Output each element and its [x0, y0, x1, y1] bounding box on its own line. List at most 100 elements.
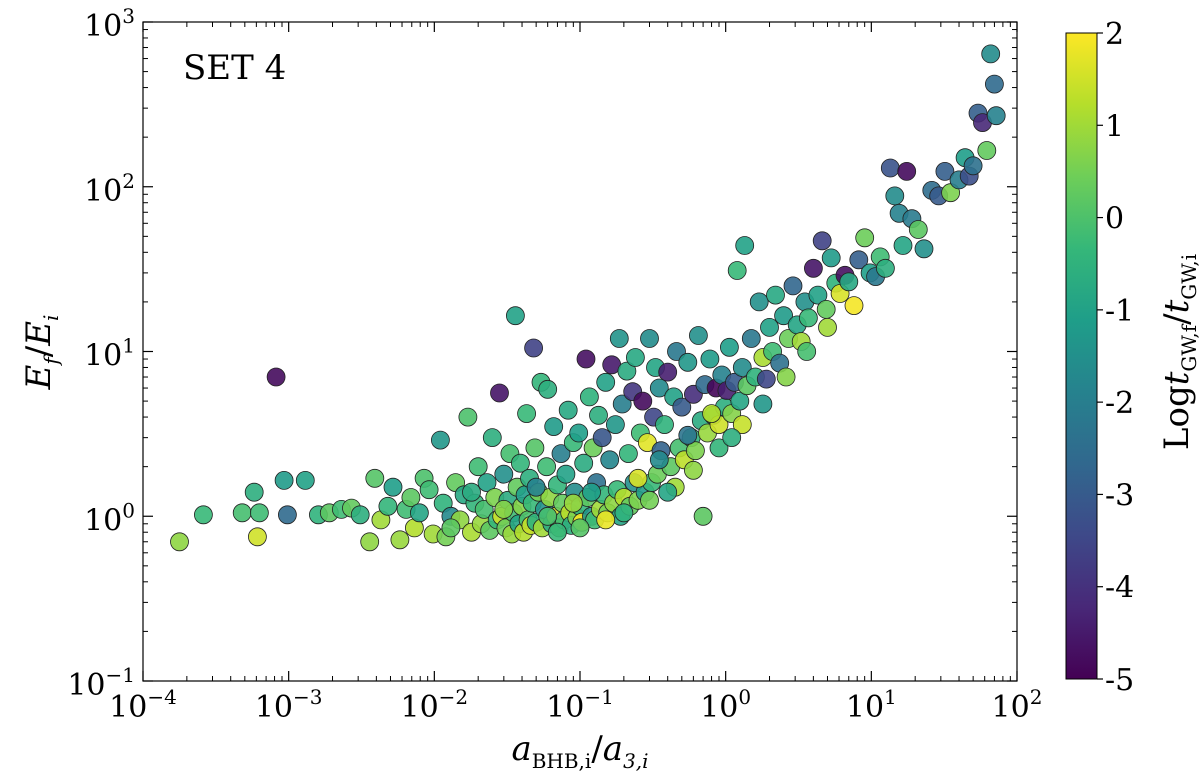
data-point [849, 250, 869, 270]
data-point [170, 532, 189, 552]
colorbar-gradient [1065, 32, 1098, 680]
x-tick-label: 10−2 [400, 685, 468, 725]
colorbar-tick-label: 0 [1105, 202, 1124, 237]
data-point [232, 503, 252, 523]
data-point [401, 488, 421, 507]
data-point [409, 503, 429, 523]
data-point [908, 220, 928, 239]
data-point [818, 317, 837, 337]
data-point [804, 258, 823, 278]
x-tick-label: 101 [846, 685, 897, 725]
data-point [462, 482, 481, 502]
data-point [538, 379, 558, 399]
data-point [986, 106, 1006, 126]
data-point [977, 141, 997, 160]
data-point [720, 337, 739, 357]
data-point [672, 397, 692, 417]
data-point [753, 394, 773, 414]
data-point [678, 352, 698, 372]
colorbar-tick-label: -3 [1105, 478, 1134, 513]
data-point [558, 400, 578, 420]
data-point [808, 285, 828, 305]
data-point [749, 292, 769, 312]
data-point [709, 438, 729, 458]
data-point [551, 444, 571, 464]
data-point [774, 306, 793, 326]
data-point [274, 470, 294, 490]
data-point [816, 299, 836, 319]
y-tick-label: 101 [84, 334, 135, 374]
data-point [538, 506, 558, 526]
data-point [735, 236, 755, 255]
data-point [649, 450, 669, 470]
x-tick-label: 10−3 [255, 685, 323, 725]
data-point [981, 44, 1001, 64]
data-point [563, 493, 583, 513]
data-point [441, 518, 461, 538]
data-point [633, 391, 653, 411]
data-point [649, 378, 669, 398]
data-point [855, 228, 875, 248]
data-point [614, 503, 634, 523]
y-tick-label: 10−1 [67, 663, 135, 703]
data-point [658, 482, 678, 502]
colorbar-tick-label: 2 [1105, 17, 1124, 52]
data-point [693, 506, 713, 526]
data-point [526, 477, 546, 497]
data-point [684, 460, 703, 480]
data-point [277, 505, 297, 525]
data-point [893, 236, 913, 255]
data-point [609, 329, 629, 348]
data-point [477, 473, 497, 493]
data-point [839, 272, 859, 292]
colorbar-tick-label: -5 [1105, 663, 1134, 698]
data-point [596, 372, 616, 392]
data-point [897, 161, 917, 181]
data-point [524, 338, 543, 358]
data-point [494, 464, 514, 484]
data-point [985, 74, 1004, 94]
data-point [582, 482, 601, 502]
x-tick-label: 100 [700, 685, 751, 725]
colorbar-tick-label: 1 [1105, 109, 1124, 144]
data-point [880, 158, 900, 178]
y-axis-ticks: 10−1 100 101 102 103 [67, 4, 1017, 703]
y-tick-label: 100 [84, 498, 135, 538]
data-point [626, 348, 645, 367]
data-point [430, 430, 450, 450]
data-point [640, 490, 659, 510]
data-point [506, 306, 525, 326]
x-tick-label: 102 [992, 685, 1043, 725]
data-point [592, 428, 612, 448]
data-point [821, 248, 841, 268]
data-point [569, 423, 589, 443]
data-point [589, 405, 608, 425]
data-point [776, 367, 796, 387]
data-point [350, 505, 370, 525]
data-point [783, 276, 803, 296]
data-point [797, 342, 817, 361]
data-point [596, 510, 616, 530]
colorbar-ticks: 2 1 0 -1 -2 -3 -4 -5 [1097, 17, 1134, 698]
colorbar-tick-label: -1 [1105, 294, 1134, 329]
data-point [556, 464, 576, 484]
data-point [383, 477, 403, 497]
data-point [799, 308, 818, 328]
data-point [378, 496, 398, 516]
data-point [468, 457, 488, 477]
data-point [249, 503, 269, 523]
colorbar-title: LogtGW,f/tGW,i [1157, 254, 1200, 450]
colorbar-tick-label: -4 [1105, 571, 1134, 606]
data-point [760, 317, 779, 337]
data-point [600, 450, 620, 470]
data-point [658, 362, 678, 382]
data-point [365, 468, 385, 488]
data-point [655, 415, 674, 435]
data-point [574, 453, 594, 473]
colorbar-tick-label: -2 [1105, 386, 1134, 421]
data-point [619, 444, 638, 464]
data-point [935, 161, 955, 181]
data-point [474, 499, 494, 519]
data-point [732, 415, 752, 435]
